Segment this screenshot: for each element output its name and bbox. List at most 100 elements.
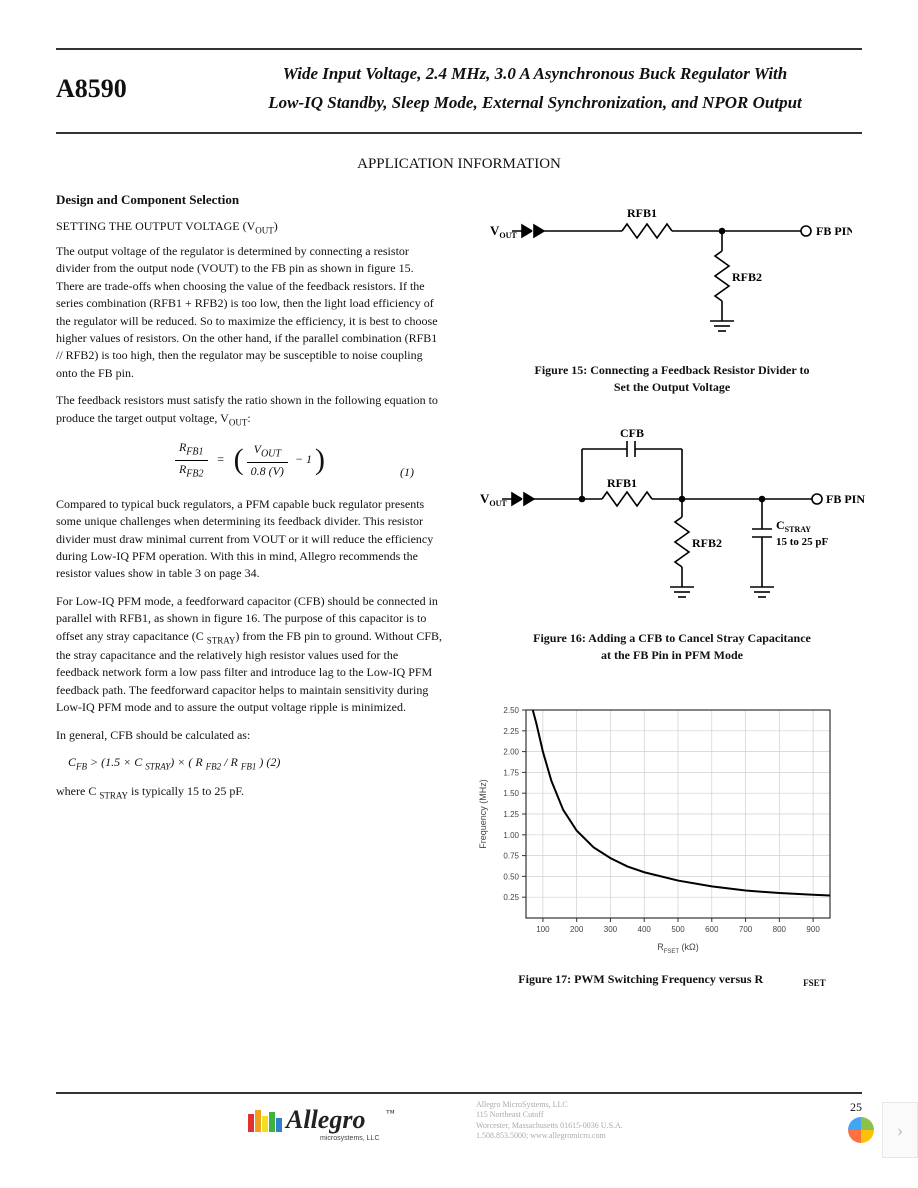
svg-text:RFB1: RFB1 [607, 476, 637, 490]
svg-text:900: 900 [806, 925, 820, 934]
eq1-rhs-t: V [254, 442, 261, 456]
left-column: Design and Component Selection SETTING T… [56, 191, 444, 1014]
p2-text-b: : [247, 411, 250, 425]
figure-16-caption: Figure 16: Adding a CFB to Cancel Stray … [472, 630, 872, 664]
svg-text:1.00: 1.00 [503, 831, 519, 840]
svg-text:2.25: 2.25 [503, 727, 519, 736]
rule-header-bottom [56, 132, 862, 134]
fig17-cap-sub: FSET [803, 978, 826, 988]
svg-text:200: 200 [570, 925, 584, 934]
addr-l1: Allegro MicroSystems, LLC [476, 1100, 824, 1110]
pinwheel-icon [846, 1115, 876, 1145]
figure-17: 1002003004005006007008009000.250.500.751… [472, 700, 872, 990]
paragraph-5: In general, CFB should be calculated as: [56, 727, 444, 744]
svg-text:RFB2: RFB2 [732, 270, 762, 284]
svg-text:2.50: 2.50 [503, 706, 519, 715]
title-line2: Low-IQ Standby, Sleep Mode, External Syn… [268, 93, 802, 112]
svg-text:800: 800 [773, 925, 787, 934]
svg-text:FB PIN: FB PIN [826, 492, 865, 506]
footer-address: Allegro MicroSystems, LLC 115 Northeast … [476, 1100, 824, 1142]
svg-text:CSTRAY: CSTRAY [776, 518, 811, 534]
next-page-button[interactable]: › [882, 1102, 918, 1158]
eq2-s1: FB [76, 761, 87, 771]
svg-text:700: 700 [739, 925, 753, 934]
svg-text:RFSET (kΩ): RFSET (kΩ) [657, 942, 699, 955]
svg-text:1.75: 1.75 [503, 768, 519, 777]
svg-text:0.25: 0.25 [503, 893, 519, 902]
sub2-subscript: OUT [255, 225, 274, 235]
svg-text:0.75: 0.75 [503, 852, 519, 861]
svg-text:400: 400 [638, 925, 652, 934]
paragraph-4: For Low-IQ PFM mode, a feedforward capac… [56, 593, 444, 717]
svg-text:300: 300 [604, 925, 618, 934]
eq2-pre: C [68, 755, 76, 769]
svg-text:VOUT: VOUT [480, 491, 507, 508]
right-column: VOUT RFB1 RFB2 FB PIN Figure 15: Connect… [472, 191, 872, 1014]
svg-text:VOUT: VOUT [490, 223, 517, 240]
eq1-equals: = [217, 452, 225, 466]
eq2-s3: FB2 [206, 761, 222, 771]
paragraph-2: The feedback resistors must satisfy the … [56, 392, 444, 429]
footer: Allegro microsystems, LLC ™ Allegro Micr… [56, 1092, 862, 1144]
subheading-2: SETTING THE OUTPUT VOLTAGE (VOUT) [56, 218, 444, 237]
eq2-m4: ) (2) [256, 755, 280, 769]
svg-text:15 to 25 pF: 15 to 25 pF [776, 536, 829, 548]
eq1-minus1: − 1 [295, 452, 312, 466]
header: A8590 Wide Input Voltage, 2.4 MHz, 3.0 A… [56, 50, 862, 132]
paragraph-6: where C STRAY is typically 15 to 25 pF. [56, 783, 444, 802]
chevron-right-icon: › [897, 1120, 903, 1141]
svg-text:Frequency (MHz): Frequency (MHz) [478, 779, 488, 849]
figure-17-svg: 1002003004005006007008009000.250.500.751… [472, 700, 842, 960]
svg-text:microsystems, LLC: microsystems, LLC [320, 1135, 380, 1142]
fig15-cap2: Set the Output Voltage [614, 380, 730, 394]
p6-sub: STRAY [99, 791, 128, 801]
paragraph-1: The output voltage of the regulator is d… [56, 243, 444, 382]
p6-b: is typically 15 to 25 pF. [128, 784, 244, 798]
svg-text:1.50: 1.50 [503, 789, 519, 798]
p2-sub: OUT [229, 417, 248, 427]
eq2-m3: / R [221, 755, 241, 769]
eq1-rhs-b: 0.8 (V) [247, 463, 288, 480]
fig15-cap1: Figure 15: Connecting a Feedback Resisto… [535, 363, 810, 377]
figure-16: VOUT CFB RFB1 RFB2 CSTRAY 15 to 25 pF FB… [472, 419, 872, 664]
figure-15-svg: VOUT RFB1 RFB2 FB PIN [472, 191, 852, 351]
eq1-lhs-bs: FB2 [186, 468, 203, 479]
svg-text:™: ™ [386, 1108, 395, 1118]
fig17-cap-main: Figure 17: PWM Switching Frequency versu… [518, 972, 763, 986]
figure-15: VOUT RFB1 RFB2 FB PIN Figure 15: Connect… [472, 191, 872, 396]
svg-text:FB PIN: FB PIN [816, 224, 852, 238]
addr-l4: 1.508.853.5000; www.allegromicro.com [476, 1131, 824, 1141]
p6-a: where C [56, 784, 99, 798]
addr-l3: Worcester, Massachusetts 01615-0036 U.S.… [476, 1121, 824, 1131]
doc-title: Wide Input Voltage, 2.4 MHz, 3.0 A Async… [208, 60, 862, 118]
part-number: A8590 [56, 74, 176, 104]
figure-15-caption: Figure 15: Connecting a Feedback Resisto… [472, 362, 872, 396]
eq1-lhs-ts: FB1 [186, 446, 203, 457]
fig16-cap2: at the FB Pin in PFM Mode [601, 648, 743, 662]
next-page-widget: › [846, 1102, 918, 1158]
eq2-s2: STRAY [145, 761, 170, 771]
sub2-text: SETTING THE OUTPUT VOLTAGE (V [56, 219, 255, 233]
svg-text:RFB2: RFB2 [692, 536, 722, 550]
svg-text:0.50: 0.50 [503, 872, 519, 881]
svg-text:1.25: 1.25 [503, 810, 519, 819]
paragraph-3: Compared to typical buck regulators, a P… [56, 496, 444, 583]
equation-2: CFB > (1.5 × C STRAY) × ( R FB2 / R FB1 … [68, 754, 444, 773]
fig16-cap1: Figure 16: Adding a CFB to Cancel Stray … [533, 631, 811, 645]
content-columns: Design and Component Selection SETTING T… [56, 191, 862, 1014]
figure-16-svg: VOUT CFB RFB1 RFB2 CSTRAY 15 to 25 pF FB… [472, 419, 872, 619]
svg-text:500: 500 [671, 925, 685, 934]
footer-row: Allegro microsystems, LLC ™ Allegro Micr… [56, 1094, 862, 1144]
eq1-number: (1) [400, 464, 414, 481]
sub2-close: ) [274, 219, 278, 233]
svg-text:600: 600 [705, 925, 719, 934]
equation-1: RFB1 RFB2 = ( VOUT 0.8 (V) − 1 ) (1) [56, 439, 444, 482]
title-line1: Wide Input Voltage, 2.4 MHz, 3.0 A Async… [283, 64, 787, 83]
allegro-logo: Allegro microsystems, LLC ™ [246, 1100, 426, 1144]
addr-l2: 115 Northeast Cutoff [476, 1110, 824, 1120]
p4-sub: STRAY [207, 635, 236, 645]
eq2-s4: FB1 [241, 761, 257, 771]
eq2-m2: ) × ( R [170, 755, 205, 769]
svg-text:Allegro: Allegro [284, 1105, 365, 1134]
svg-text:2.00: 2.00 [503, 748, 519, 757]
